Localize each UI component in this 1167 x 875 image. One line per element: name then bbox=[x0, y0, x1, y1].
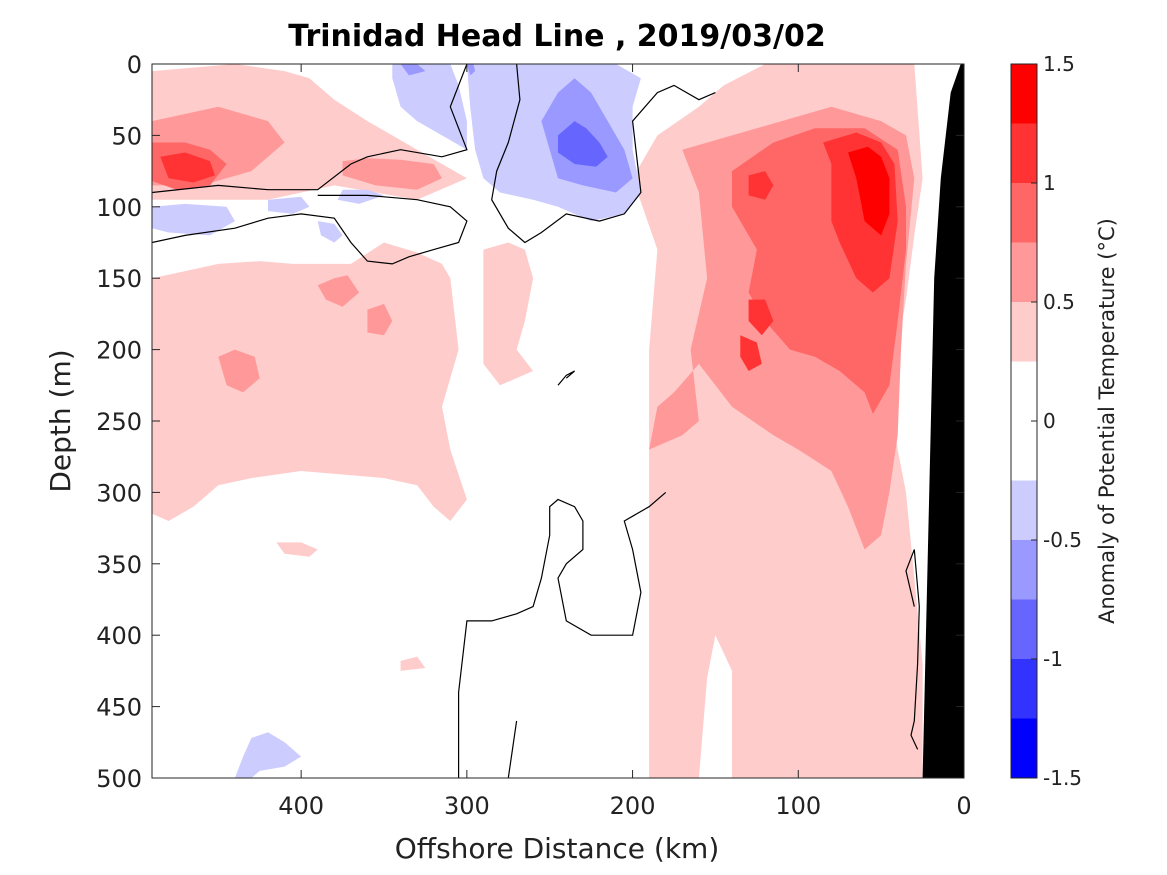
x-tick-label: 200 bbox=[610, 792, 656, 820]
colorbar-tick-label: 0 bbox=[1043, 409, 1056, 433]
anomaly-region-24 bbox=[558, 121, 608, 167]
colorbar-swatch bbox=[1011, 302, 1037, 362]
anomaly-region-4 bbox=[342, 158, 442, 190]
y-tick-label: 500 bbox=[96, 765, 142, 793]
zero-contour-3 bbox=[458, 491, 667, 778]
anomaly-region-30 bbox=[234, 732, 302, 778]
anomaly-region-16 bbox=[848, 146, 890, 236]
colorbar-swatch bbox=[1011, 183, 1037, 243]
x-tick-label: 400 bbox=[278, 792, 324, 820]
anomaly-region-18 bbox=[748, 299, 774, 336]
colorbar bbox=[1010, 63, 1038, 779]
colorbar-swatch bbox=[1011, 599, 1037, 659]
x-axis: 400 300 200 100 0 bbox=[278, 64, 972, 820]
colorbar-label: Anomaly of Potential Temperature (°C) bbox=[1095, 218, 1119, 624]
anomaly-region-28 bbox=[337, 189, 384, 204]
anomaly-region-20 bbox=[392, 64, 467, 150]
anomaly-region-6 bbox=[317, 275, 360, 307]
colorbar-tick-label: -0.5 bbox=[1043, 528, 1082, 552]
y-tick-label: 250 bbox=[96, 408, 142, 436]
anomaly-region-9 bbox=[483, 242, 534, 386]
colorbar-swatch bbox=[1011, 540, 1037, 600]
colorbar-swatch bbox=[1011, 718, 1037, 778]
y-tick-label: 400 bbox=[96, 622, 142, 650]
y-tick-label: 200 bbox=[96, 337, 142, 365]
anomaly-region-25 bbox=[466, 64, 476, 76]
zero-contours bbox=[152, 64, 920, 778]
y-tick-label: 50 bbox=[111, 122, 142, 150]
chart-title: Trinidad Head Line , 2019/03/02 bbox=[288, 19, 825, 54]
anomaly-region-10 bbox=[276, 542, 318, 557]
zero-contour-4 bbox=[507, 720, 518, 778]
anomaly-region-19 bbox=[740, 335, 762, 371]
x-tick-label: 100 bbox=[775, 792, 821, 820]
anomaly-region-27 bbox=[268, 196, 310, 214]
colorbar-tick-label: 0.5 bbox=[1043, 290, 1075, 314]
zero-contour-2 bbox=[491, 64, 716, 244]
y-axis-label: Depth (m) bbox=[44, 349, 77, 492]
y-tick-label: 300 bbox=[96, 479, 142, 507]
colorbar-ticks: 1.5 1 0.5 0 -0.5 -1 -1.5 bbox=[1031, 52, 1082, 790]
colorbar-tick-label: 1 bbox=[1043, 171, 1056, 195]
colorbar-tick-label: -1 bbox=[1043, 647, 1063, 671]
anomaly-region-3 bbox=[160, 152, 215, 183]
zero-contour-1 bbox=[152, 194, 468, 265]
zero-contour-0 bbox=[152, 64, 468, 194]
y-tick-label: 0 bbox=[127, 51, 142, 79]
bathymetry bbox=[922, 64, 964, 778]
y-tick-label: 150 bbox=[96, 265, 142, 293]
anomaly-region-17 bbox=[748, 171, 774, 200]
x-tick-label: 300 bbox=[444, 792, 490, 820]
anomaly-region-7 bbox=[218, 349, 260, 393]
colorbar-tick-label: -1.5 bbox=[1043, 766, 1082, 790]
colorbar-swatch bbox=[1011, 659, 1037, 719]
y-tick-label: 350 bbox=[96, 551, 142, 579]
colorbar-tick-label: 1.5 bbox=[1043, 52, 1075, 76]
anomaly-regions bbox=[152, 64, 923, 778]
y-axis: 0 50 100 150 200 250 300 350 400 450 500 bbox=[96, 51, 964, 793]
x-axis-label: Offshore Distance (km) bbox=[395, 832, 720, 865]
anomaly-region-26 bbox=[152, 203, 235, 236]
anomaly-region-29 bbox=[317, 221, 343, 243]
plot-area bbox=[151, 63, 965, 779]
zero-contour-5 bbox=[557, 370, 575, 386]
zero-contour-6 bbox=[905, 549, 920, 750]
anomaly-region-21 bbox=[400, 64, 426, 76]
colorbar-swatch bbox=[1011, 480, 1037, 540]
anomaly-region-8 bbox=[367, 303, 393, 336]
colorbar-swatch bbox=[1011, 242, 1037, 302]
colorbar-swatch bbox=[1011, 64, 1037, 124]
x-tick-label: 0 bbox=[956, 792, 971, 820]
colorbar-swatch bbox=[1011, 123, 1037, 183]
anomaly-region-11 bbox=[400, 656, 426, 671]
y-tick-label: 100 bbox=[96, 194, 142, 222]
y-tick-label: 450 bbox=[96, 694, 142, 722]
anomaly-region-5 bbox=[152, 242, 467, 521]
bathymetry-shelf bbox=[922, 64, 964, 778]
